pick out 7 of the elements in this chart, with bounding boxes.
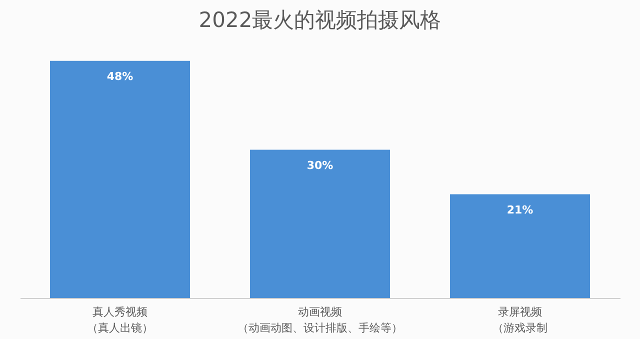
data-label: 30% — [306, 158, 334, 172]
data-label: 21% — [506, 203, 534, 216]
data-label: 48% — [106, 70, 134, 83]
x-tick-label: 动画视频（动画动图、设计排版、手绘等） — [238, 306, 402, 334]
x-tick-label: 真人秀视频（真人出镜） — [87, 306, 153, 334]
x-tick-label: 录屏视频（游戏录制 — [492, 306, 548, 334]
chart-title: 2022最火的视频拍摄风格 — [198, 8, 442, 32]
